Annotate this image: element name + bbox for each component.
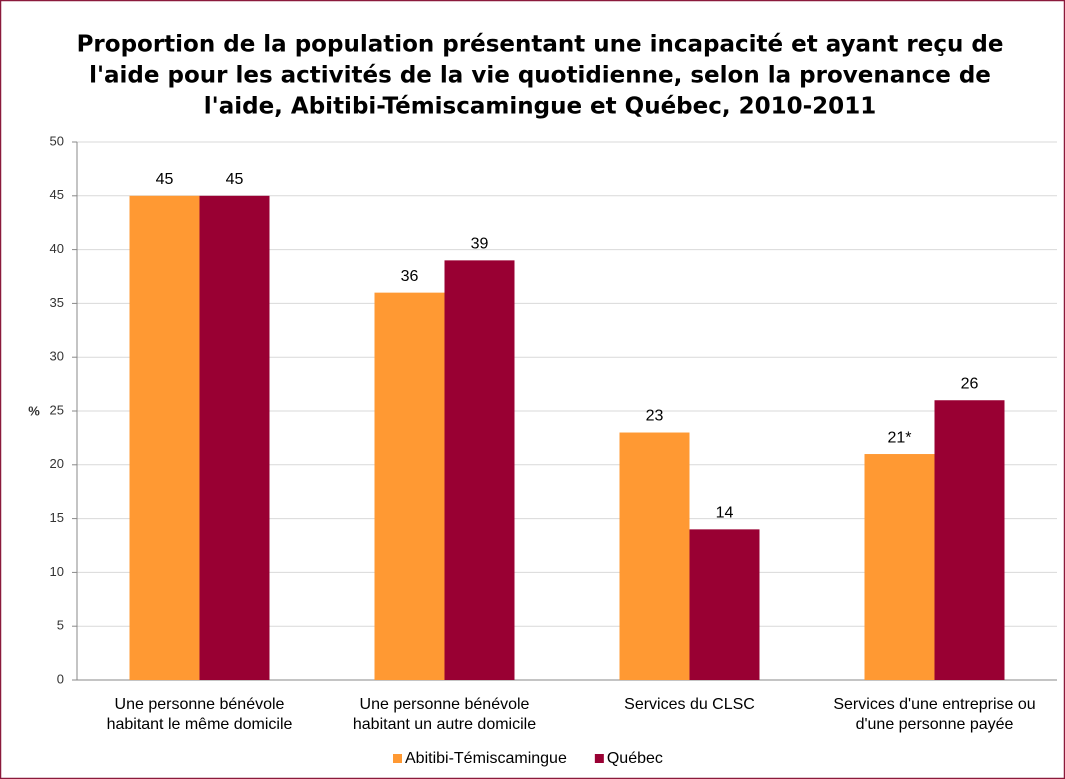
value-label: 26	[961, 375, 979, 392]
value-label: 23	[646, 408, 664, 425]
y-tick-label: 20	[50, 456, 64, 471]
bar	[444, 260, 515, 680]
bar	[199, 195, 270, 681]
bar	[619, 432, 690, 680]
value-label: 36	[401, 268, 419, 285]
value-label: 14	[716, 505, 734, 522]
y-tick-label: 5	[57, 618, 64, 633]
legend-swatch	[393, 754, 402, 763]
y-axis-label: %	[28, 403, 40, 418]
x-tick-label: Une personne bénévole	[115, 696, 285, 713]
y-tick-label: 40	[50, 241, 64, 256]
value-label: 39	[471, 236, 489, 253]
bar	[934, 400, 1005, 680]
y-tick-label: 35	[50, 295, 64, 310]
x-tick-label: d'une personne payée	[856, 716, 1014, 733]
chart-title: l'aide pour les activités de la vie quot…	[89, 63, 991, 89]
bar	[864, 454, 935, 680]
x-tick-label: Une personne bénévole	[360, 696, 530, 713]
value-label: 45	[156, 171, 174, 188]
x-tick-label: habitant un autre domicile	[353, 716, 536, 733]
y-tick-label: 45	[50, 187, 64, 202]
y-tick-label: 30	[50, 349, 64, 364]
chart-title: Proportion de la population présentant u…	[77, 32, 1004, 58]
y-tick-label: 25	[50, 402, 64, 417]
bar	[129, 195, 200, 681]
chart-title: l'aide, Abitibi-Témiscamingue et Québec,…	[204, 94, 876, 120]
legend-label: Québec	[607, 750, 663, 767]
x-tick-label: Services du CLSC	[624, 696, 755, 713]
y-tick-label: 10	[50, 564, 64, 579]
x-tick-label: habitant le même domicile	[107, 716, 293, 733]
legend-label: Abitibi-Témiscamingue	[405, 750, 567, 767]
y-tick-label: 15	[50, 510, 64, 525]
legend-swatch	[594, 754, 604, 763]
value-label: 21*	[887, 429, 911, 446]
bar	[689, 529, 760, 680]
y-tick-label: 50	[50, 133, 64, 148]
y-tick-label: 0	[57, 671, 64, 686]
value-label: 45	[226, 171, 244, 188]
x-tick-label: Services d'une entreprise ou	[833, 696, 1035, 713]
bar	[374, 292, 445, 680]
